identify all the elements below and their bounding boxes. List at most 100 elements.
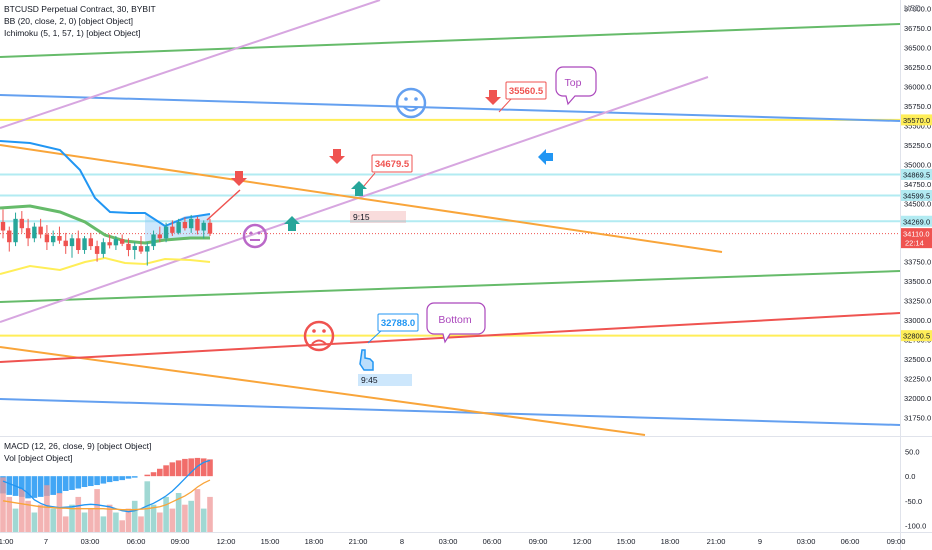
candle[interactable] — [0, 209, 6, 239]
smiley-face-icon[interactable] — [395, 87, 427, 119]
price-tick-label: 33250.0 — [904, 297, 931, 306]
time-box-1[interactable]: 9:15 — [350, 211, 406, 223]
candle-body — [132, 246, 137, 251]
orange-trendline-upper[interactable] — [0, 144, 723, 253]
macd-histogram-bar — [19, 476, 25, 497]
currency-label: USD — [904, 4, 921, 13]
candle[interactable] — [7, 226, 12, 252]
candle[interactable] — [132, 242, 137, 260]
pointing-hand-icon[interactable] — [359, 349, 374, 371]
left-arrow-icon[interactable] — [538, 149, 553, 165]
callout-top-text: Top — [565, 77, 582, 89]
candle-body — [88, 238, 94, 247]
price-tick-label: 34500.0 — [904, 199, 931, 208]
candle[interactable] — [119, 234, 125, 247]
time-tick-label: 03:00 — [439, 537, 458, 546]
candle[interactable] — [157, 226, 163, 243]
candle[interactable] — [170, 220, 175, 236]
time-tick-label: 15:00 — [261, 537, 280, 546]
price-axis[interactable]: 37000.0 36750.0 36500.0 36250.0 36000.0 35750… — [904, 5, 931, 423]
candle[interactable] — [13, 212, 18, 247]
green-trendline-upper[interactable] — [0, 23, 901, 58]
candle[interactable] — [151, 230, 156, 251]
price-box-top[interactable]: 35560.5 — [498, 81, 547, 113]
candle[interactable] — [94, 240, 100, 262]
candle[interactable] — [195, 216, 200, 235]
candle[interactable] — [63, 232, 68, 254]
candle-body — [69, 238, 75, 247]
time-box-2[interactable]: 9:45 — [358, 374, 412, 386]
callout-bottom[interactable]: Bottom — [426, 302, 486, 344]
volume-bar — [163, 496, 169, 532]
price-label: 35570.0 — [901, 114, 932, 126]
time-axis[interactable]: 21:00 7 03:00 06:00 09:00 12:00 15:00 18:00 21:0… — [0, 537, 905, 546]
countdown-text: 22:14 — [905, 239, 924, 248]
bb-lower-band — [0, 256, 211, 275]
candle[interactable] — [138, 235, 144, 254]
blue-trendline-upper[interactable] — [0, 94, 901, 122]
candle[interactable] — [57, 226, 62, 244]
orange-trendline-lower[interactable] — [0, 346, 646, 436]
candle[interactable] — [145, 242, 150, 266]
candle[interactable] — [182, 217, 188, 231]
candle[interactable] — [101, 238, 106, 258]
candle[interactable] — [126, 238, 131, 257]
candle[interactable] — [44, 225, 50, 251]
down-arrow-icon[interactable] — [485, 90, 501, 105]
candlesticks — [0, 209, 213, 266]
candle[interactable] — [113, 235, 119, 251]
volume-bar — [88, 508, 94, 532]
legend-ichimoku: Ichimoku (5, 1, 57, 1) [object Object] — [4, 28, 141, 38]
macd-histogram-bar — [113, 476, 119, 482]
blue-trendline-lower[interactable] — [0, 398, 901, 426]
down-arrow-icon[interactable] — [329, 149, 345, 164]
candle[interactable] — [176, 218, 181, 235]
candle-body — [57, 235, 62, 241]
price-box-bottom[interactable]: 32788.0 — [367, 313, 419, 344]
price-label: 32800.5 — [901, 330, 932, 342]
macd-histogram-bar — [37, 476, 44, 497]
candle[interactable] — [76, 230, 81, 254]
macd-histogram-bar — [207, 459, 213, 477]
callout-top[interactable]: Top — [555, 66, 597, 106]
arrow-annotations — [206, 90, 553, 231]
legend-macd: MACD (12, 26, close, 9) [object Object] — [4, 441, 152, 451]
down-arrow-icon[interactable] — [231, 171, 247, 186]
candle[interactable] — [69, 234, 75, 258]
candle[interactable] — [38, 218, 43, 239]
sad-face-icon[interactable] — [303, 320, 335, 352]
candle[interactable] — [32, 222, 37, 243]
purple-trendline-lower[interactable] — [0, 76, 709, 323]
price-box-mid[interactable]: 34679.5 — [363, 154, 413, 187]
macd-histogram-bar — [62, 476, 69, 491]
price-label: 34110.022:14 — [901, 228, 932, 249]
candle-body — [19, 218, 25, 229]
candle[interactable] — [201, 220, 206, 239]
macd-histogram-bar — [94, 476, 100, 486]
green-trendline-lower[interactable] — [0, 270, 901, 303]
price-label-text: 34869.5 — [903, 170, 930, 179]
candle[interactable] — [88, 232, 94, 251]
candle[interactable] — [82, 235, 87, 254]
arrow-line-red — [206, 189, 241, 221]
candle[interactable] — [207, 218, 213, 236]
volume-bar — [94, 489, 100, 532]
macd-histogram-bar — [100, 476, 107, 484]
red-trendline[interactable] — [0, 312, 901, 363]
purple-trendline-upper[interactable] — [0, 0, 381, 129]
candle[interactable] — [107, 234, 112, 249]
up-arrow-icon[interactable] — [284, 216, 300, 231]
candle[interactable] — [19, 211, 25, 233]
candle[interactable] — [50, 230, 56, 247]
neutral-face-icon[interactable] — [242, 223, 268, 249]
price-box-mid-text: 34679.5 — [375, 159, 410, 170]
candle[interactable] — [25, 218, 31, 247]
candle[interactable] — [163, 222, 169, 243]
price-label: 34599.5 — [901, 190, 932, 202]
price-tick-label: 37000.0 — [904, 5, 931, 14]
candle[interactable] — [188, 214, 194, 233]
macd-histogram-bar — [125, 476, 132, 479]
up-arrow-icon[interactable] — [351, 181, 367, 196]
macd-line — [2, 459, 211, 513]
candle-body — [195, 218, 200, 231]
